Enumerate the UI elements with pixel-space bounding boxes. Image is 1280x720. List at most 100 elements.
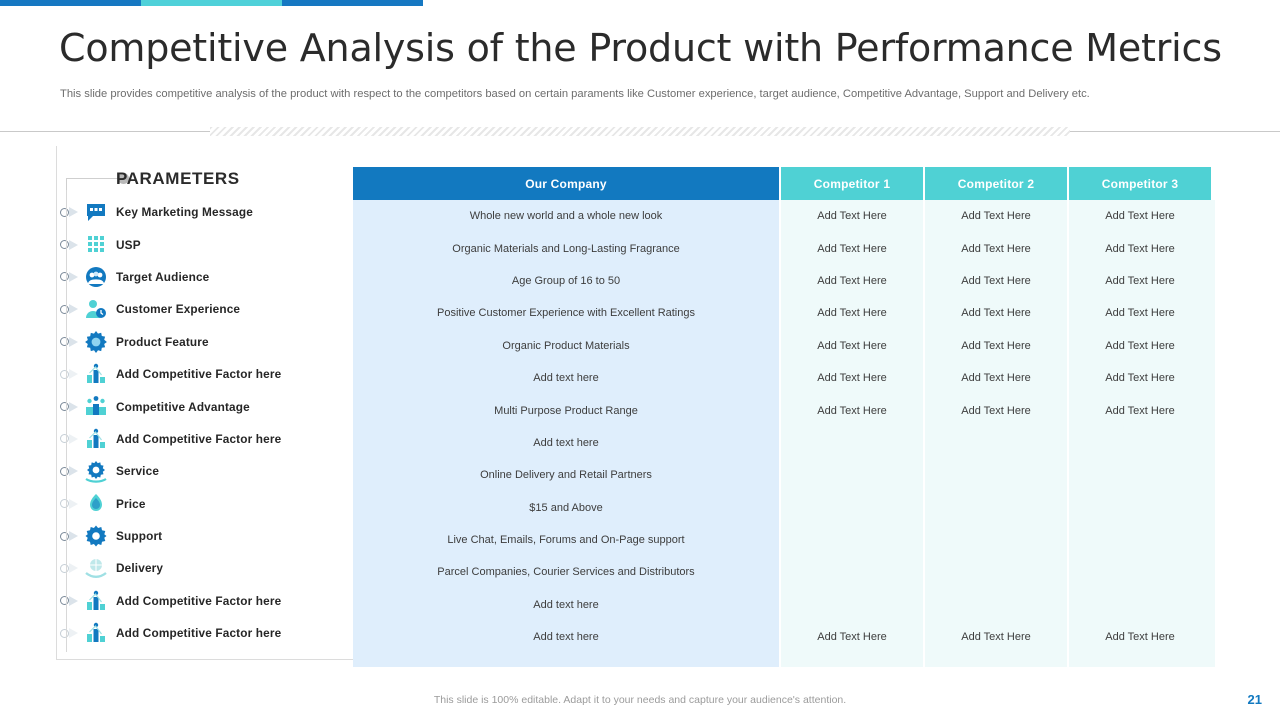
table-cell-competitor-3[interactable]: Add Text Here	[1105, 307, 1175, 320]
parameter-row[interactable]: Add Competitive Factor here	[56, 585, 356, 617]
parameter-row[interactable]: Delivery	[56, 552, 356, 584]
table-cell-competitor-3[interactable]: Add Text Here	[1105, 210, 1175, 223]
parameter-label: USP	[116, 237, 141, 252]
parameter-row[interactable]: Add Competitive Factor here	[56, 423, 356, 455]
table-cell-our-company[interactable]: Age Group of 16 to 50	[511, 274, 621, 287]
table-cell-competitor-3[interactable]	[1069, 589, 1211, 621]
table-cell-competitor-3[interactable]: Add Text Here	[1105, 631, 1175, 644]
table-cell-competitor-3[interactable]	[1069, 524, 1211, 556]
timeline-arrow-icon	[69, 207, 78, 218]
table-cell-competitor-1[interactable]	[781, 427, 923, 459]
timeline-dot-icon	[60, 563, 69, 573]
table-cell-competitor-1[interactable]: Add Text Here	[817, 372, 887, 385]
table-cell-competitor-1[interactable]: Add Text Here	[817, 404, 887, 417]
table-column-padding	[925, 653, 1067, 667]
table-cell-our-company[interactable]: Add text here	[533, 598, 599, 611]
timeline-arrow-icon	[69, 563, 78, 574]
audience-circle-icon	[84, 265, 108, 289]
parameter-row[interactable]: Customer Experience	[56, 293, 356, 325]
content-frame-left-border	[56, 146, 57, 660]
table-cell-competitor-2[interactable]: Add Text Here	[961, 404, 1031, 417]
parameter-row[interactable]: Add Competitive Factor here	[56, 358, 356, 390]
table-cell-our-company[interactable]: Live Chat, Emails, Forums and On-Page su…	[447, 534, 685, 547]
table-cell-competitor-2[interactable]	[925, 459, 1067, 491]
table-cell-competitor-2[interactable]: Add Text Here	[961, 372, 1031, 385]
timeline-marker	[60, 271, 82, 283]
table-cell-competitor-3[interactable]	[1069, 556, 1211, 588]
timeline-dot-icon	[60, 207, 69, 217]
parameter-row[interactable]: Target Audience	[56, 261, 356, 293]
table-cell-competitor-3[interactable]: Add Text Here	[1105, 404, 1175, 417]
table-cell-our-company[interactable]: Add text here	[533, 631, 599, 644]
parameter-row[interactable]: Service	[56, 455, 356, 487]
timeline-marker	[60, 336, 82, 348]
slide-header: Competitive Analysis of the Product with…	[0, 6, 1280, 120]
table-cell-competitor-2[interactable]	[925, 524, 1067, 556]
table-cell-competitor-3[interactable]	[1069, 459, 1211, 491]
table-cell-competitor-3[interactable]: Add Text Here	[1105, 274, 1175, 287]
table-cell-competitor-2[interactable]: Add Text Here	[961, 274, 1031, 287]
table-cell-our-company[interactable]: Whole new world and a whole new look	[469, 210, 663, 223]
customer-person-icon	[84, 297, 108, 321]
table-cell-competitor-1[interactable]	[781, 459, 923, 491]
table-cell-competitor-2[interactable]	[925, 556, 1067, 588]
table-cell-competitor-1[interactable]: Add Text Here	[817, 307, 887, 320]
parameter-row[interactable]: Support	[56, 520, 356, 552]
timeline-arrow-icon	[69, 531, 78, 542]
header-divider	[0, 127, 1280, 136]
timeline-dot-icon	[60, 499, 69, 509]
table-cell-our-company[interactable]: Multi Purpose Product Range	[494, 404, 638, 417]
timeline-arrow-icon	[69, 498, 78, 509]
parameter-label: Support	[116, 529, 163, 544]
parameter-row[interactable]: Product Feature	[56, 326, 356, 358]
table-cell-competitor-2[interactable]	[925, 427, 1067, 459]
table-cell-competitor-2[interactable]	[925, 492, 1067, 524]
parameter-row[interactable]: Price	[56, 488, 356, 520]
table-cell-our-company[interactable]: Add text here	[533, 436, 599, 449]
table-cell-competitor-2[interactable]: Add Text Here	[961, 339, 1031, 352]
footer-note: This slide is 100% editable. Adapt it to…	[433, 694, 847, 706]
table-cell-competitor-1[interactable]: Add Text Here	[817, 210, 887, 223]
table-cell-competitor-3[interactable]: Add Text Here	[1105, 372, 1175, 385]
timeline-dot-icon	[60, 628, 69, 638]
table-cell-our-company[interactable]: Add text here	[533, 372, 599, 385]
table-cell-competitor-2[interactable]	[925, 589, 1067, 621]
table-cell-competitor-3[interactable]: Add Text Here	[1105, 339, 1175, 352]
table-cell-competitor-3[interactable]: Add Text Here	[1105, 242, 1175, 255]
table-cell-competitor-1[interactable]: Add Text Here	[817, 339, 887, 352]
table-cell-competitor-1[interactable]	[781, 492, 923, 524]
table-cell-competitor-1[interactable]	[781, 589, 923, 621]
table-cell-competitor-3[interactable]	[1069, 492, 1211, 524]
table-cell-competitor-1[interactable]: Add Text Here	[817, 631, 887, 644]
timeline-arrow-icon	[69, 271, 78, 282]
parameters-heading: PARAMETERS	[116, 169, 240, 188]
table-cell-competitor-2[interactable]: Add Text Here	[961, 307, 1031, 320]
table-cell-competitor-2[interactable]: Add Text Here	[961, 242, 1031, 255]
table-cell-competitor-1[interactable]	[781, 524, 923, 556]
table-cell-our-company[interactable]: Online Delivery and Retail Partners	[480, 469, 652, 482]
table-header-row: Our Company Competitor 1 Competitor 2 Co…	[353, 167, 1215, 200]
table-cell-our-company[interactable]: Organic Materials and Long-Lasting Fragr…	[452, 242, 680, 255]
page-subtitle: This slide provides competitive analysis…	[60, 88, 1090, 100]
divider-hatch-pattern	[210, 127, 1070, 136]
table-cell-competitor-2[interactable]: Add Text Here	[961, 210, 1031, 223]
parameter-row[interactable]: Add Competitive Factor here	[56, 617, 356, 649]
parameter-row[interactable]: Competitive Advantage	[56, 390, 356, 422]
parameter-row[interactable]: Key Marketing Message	[56, 196, 356, 228]
table-cell-competitor-2[interactable]: Add Text Here	[961, 631, 1031, 644]
table-cell-our-company[interactable]: $15 and Above	[529, 501, 603, 514]
table-column-padding	[1069, 653, 1211, 667]
parameter-label: Add Competitive Factor here	[116, 593, 282, 608]
parameter-row[interactable]: USP	[56, 228, 356, 260]
parameter-label: Service	[116, 464, 160, 479]
table-cell-competitor-3[interactable]	[1069, 427, 1211, 459]
table-cell-our-company[interactable]: Parcel Companies, Courier Services and D…	[437, 566, 695, 579]
parameters-heading-row: PARAMETERS	[56, 160, 356, 196]
timeline-marker	[60, 368, 82, 380]
table-cell-competitor-1[interactable]: Add Text Here	[817, 274, 887, 287]
timeline-dot-icon	[60, 466, 69, 476]
table-cell-our-company[interactable]: Positive Customer Experience with Excell…	[436, 307, 695, 320]
table-cell-our-company[interactable]: Organic Product Materials	[502, 339, 630, 352]
table-cell-competitor-1[interactable]	[781, 556, 923, 588]
table-cell-competitor-1[interactable]: Add Text Here	[817, 242, 887, 255]
